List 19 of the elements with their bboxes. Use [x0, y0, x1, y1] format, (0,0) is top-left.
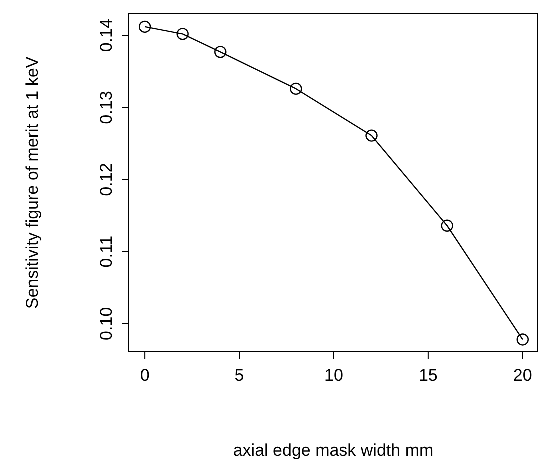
- point: [516, 334, 529, 346]
- x-axis-title: axial edge mask width mm: [233, 441, 434, 460]
- point: [138, 20, 152, 34]
- point: [214, 46, 227, 58]
- y-tick-label: 0.12: [97, 163, 116, 196]
- point: [176, 28, 189, 40]
- y-tick-label: 0.11: [97, 236, 116, 268]
- x-tick-label: 20: [513, 366, 532, 385]
- x-tick-label: 10: [324, 366, 344, 385]
- y-axis-title: Sensitivity figure of merit at 1 keV: [23, 56, 42, 310]
- x-tick-label: 0: [140, 366, 150, 385]
- x-tick-label: 5: [234, 366, 244, 385]
- y-tick-label: 0.14: [97, 19, 116, 52]
- point: [366, 130, 378, 142]
- y-tick-label: 0.13: [97, 91, 116, 124]
- x-tick-label: 15: [418, 366, 438, 385]
- point: [290, 82, 302, 96]
- y-tick-label: 0.10: [97, 307, 116, 340]
- point: [441, 220, 454, 232]
